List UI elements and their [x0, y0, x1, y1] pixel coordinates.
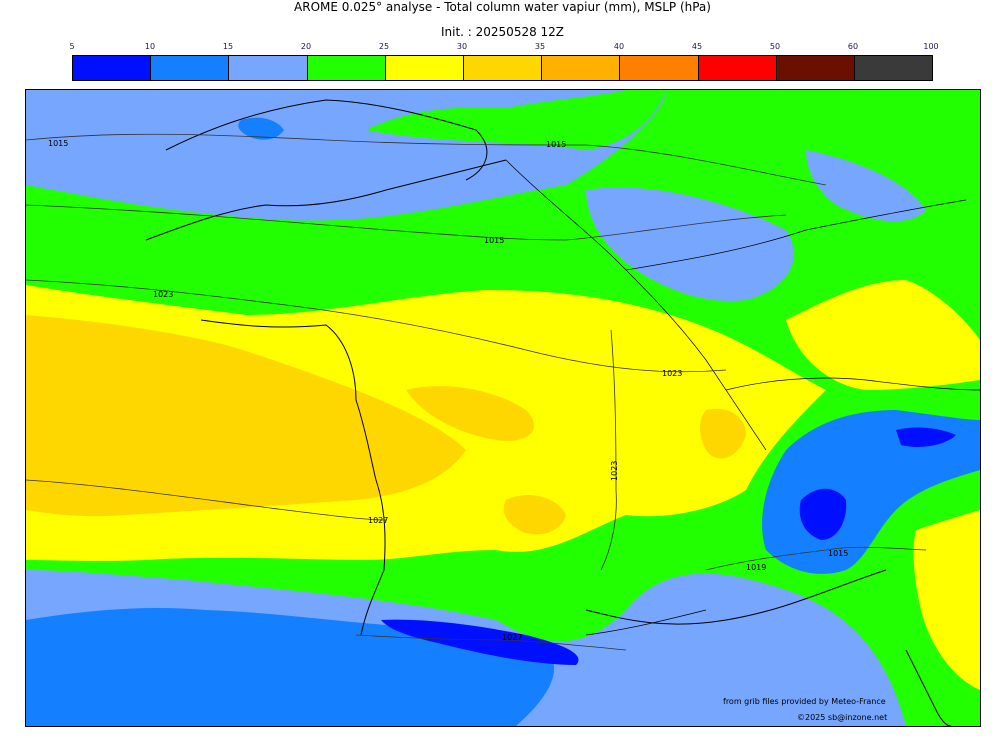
colorbar-tick: 50	[769, 42, 781, 51]
colorbar-tick: 15	[222, 42, 234, 51]
colorbar-segment	[307, 56, 386, 80]
weather-map[interactable]: 1015 1015 1015 1023 1023 1023 1027 1019 …	[25, 89, 981, 727]
colorbar-segment	[542, 56, 621, 80]
colorbar-segment	[463, 56, 543, 80]
field-20-25-north	[366, 90, 666, 150]
init-time: Init. : 20250528 12Z	[440, 25, 565, 39]
colorbar-tick: 5	[69, 42, 75, 51]
borders	[505, 159, 980, 636]
isobar-label: 1027	[368, 516, 388, 525]
colorbar-segment	[229, 56, 308, 80]
data-credit: from grib files provided by Meteo-France	[723, 697, 886, 706]
isobar-labels: 1015 1015 1015 1023 1023 1023 1027 1019 …	[48, 139, 848, 642]
colorbar-tick: 40	[613, 42, 625, 51]
isobar-label: 1019	[746, 563, 766, 572]
colorbar-segment	[385, 56, 464, 80]
coastlines	[145, 99, 952, 726]
field-10-15-uk	[238, 117, 284, 140]
isobar-label: 1015	[484, 236, 504, 245]
field-30-35	[26, 315, 466, 517]
isobar-label: 1027	[502, 633, 522, 642]
copyright: ©2025 sb@inzone.net	[797, 713, 888, 722]
colorbar-tick: 45	[691, 42, 703, 51]
map-canvas: 1015 1015 1015 1023 1023 1023 1027 1019 …	[26, 90, 980, 726]
field-30-35-south	[503, 495, 566, 535]
field-15-20-east	[586, 187, 794, 301]
colorbar-segment	[151, 56, 230, 80]
colorbar-tick: 35	[534, 42, 546, 51]
colorbar-segment	[698, 56, 777, 80]
isobar-label: 1023	[662, 369, 682, 378]
isobar-label: 1015	[48, 139, 68, 148]
isobar-label: 1015	[828, 549, 848, 558]
field-5-10-alps-2	[896, 427, 956, 447]
colorbar-tick: 10	[144, 42, 156, 51]
colorbar-segment	[620, 56, 699, 80]
colorbar-tick: 100	[923, 42, 939, 51]
field-5-10-alps	[799, 488, 847, 540]
field-15-20-ne	[806, 150, 926, 222]
colorbar-segment	[776, 56, 855, 80]
map-title: AROME 0.025° analyse - Total column wate…	[294, 0, 711, 14]
field-25-30-med	[913, 510, 980, 690]
colorbar-tick: 25	[378, 42, 390, 51]
field-5-10-pyrenees	[381, 619, 579, 665]
isobars	[26, 133, 927, 651]
colorbar-segment	[73, 56, 152, 80]
isobar-label: 1023	[153, 290, 173, 299]
field-30-35-east	[700, 408, 746, 459]
colorbar-segment	[854, 56, 933, 80]
isobar-label: 1015	[546, 140, 566, 149]
colorbar	[72, 55, 933, 81]
colorbar-tick: 30	[456, 42, 468, 51]
field-30-35-inland	[406, 386, 535, 441]
isobar-label: 1023	[610, 461, 619, 481]
colorbar-tick: 60	[847, 42, 859, 51]
field-25-30-ne	[786, 280, 980, 390]
colorbar-tick: 20	[300, 42, 312, 51]
